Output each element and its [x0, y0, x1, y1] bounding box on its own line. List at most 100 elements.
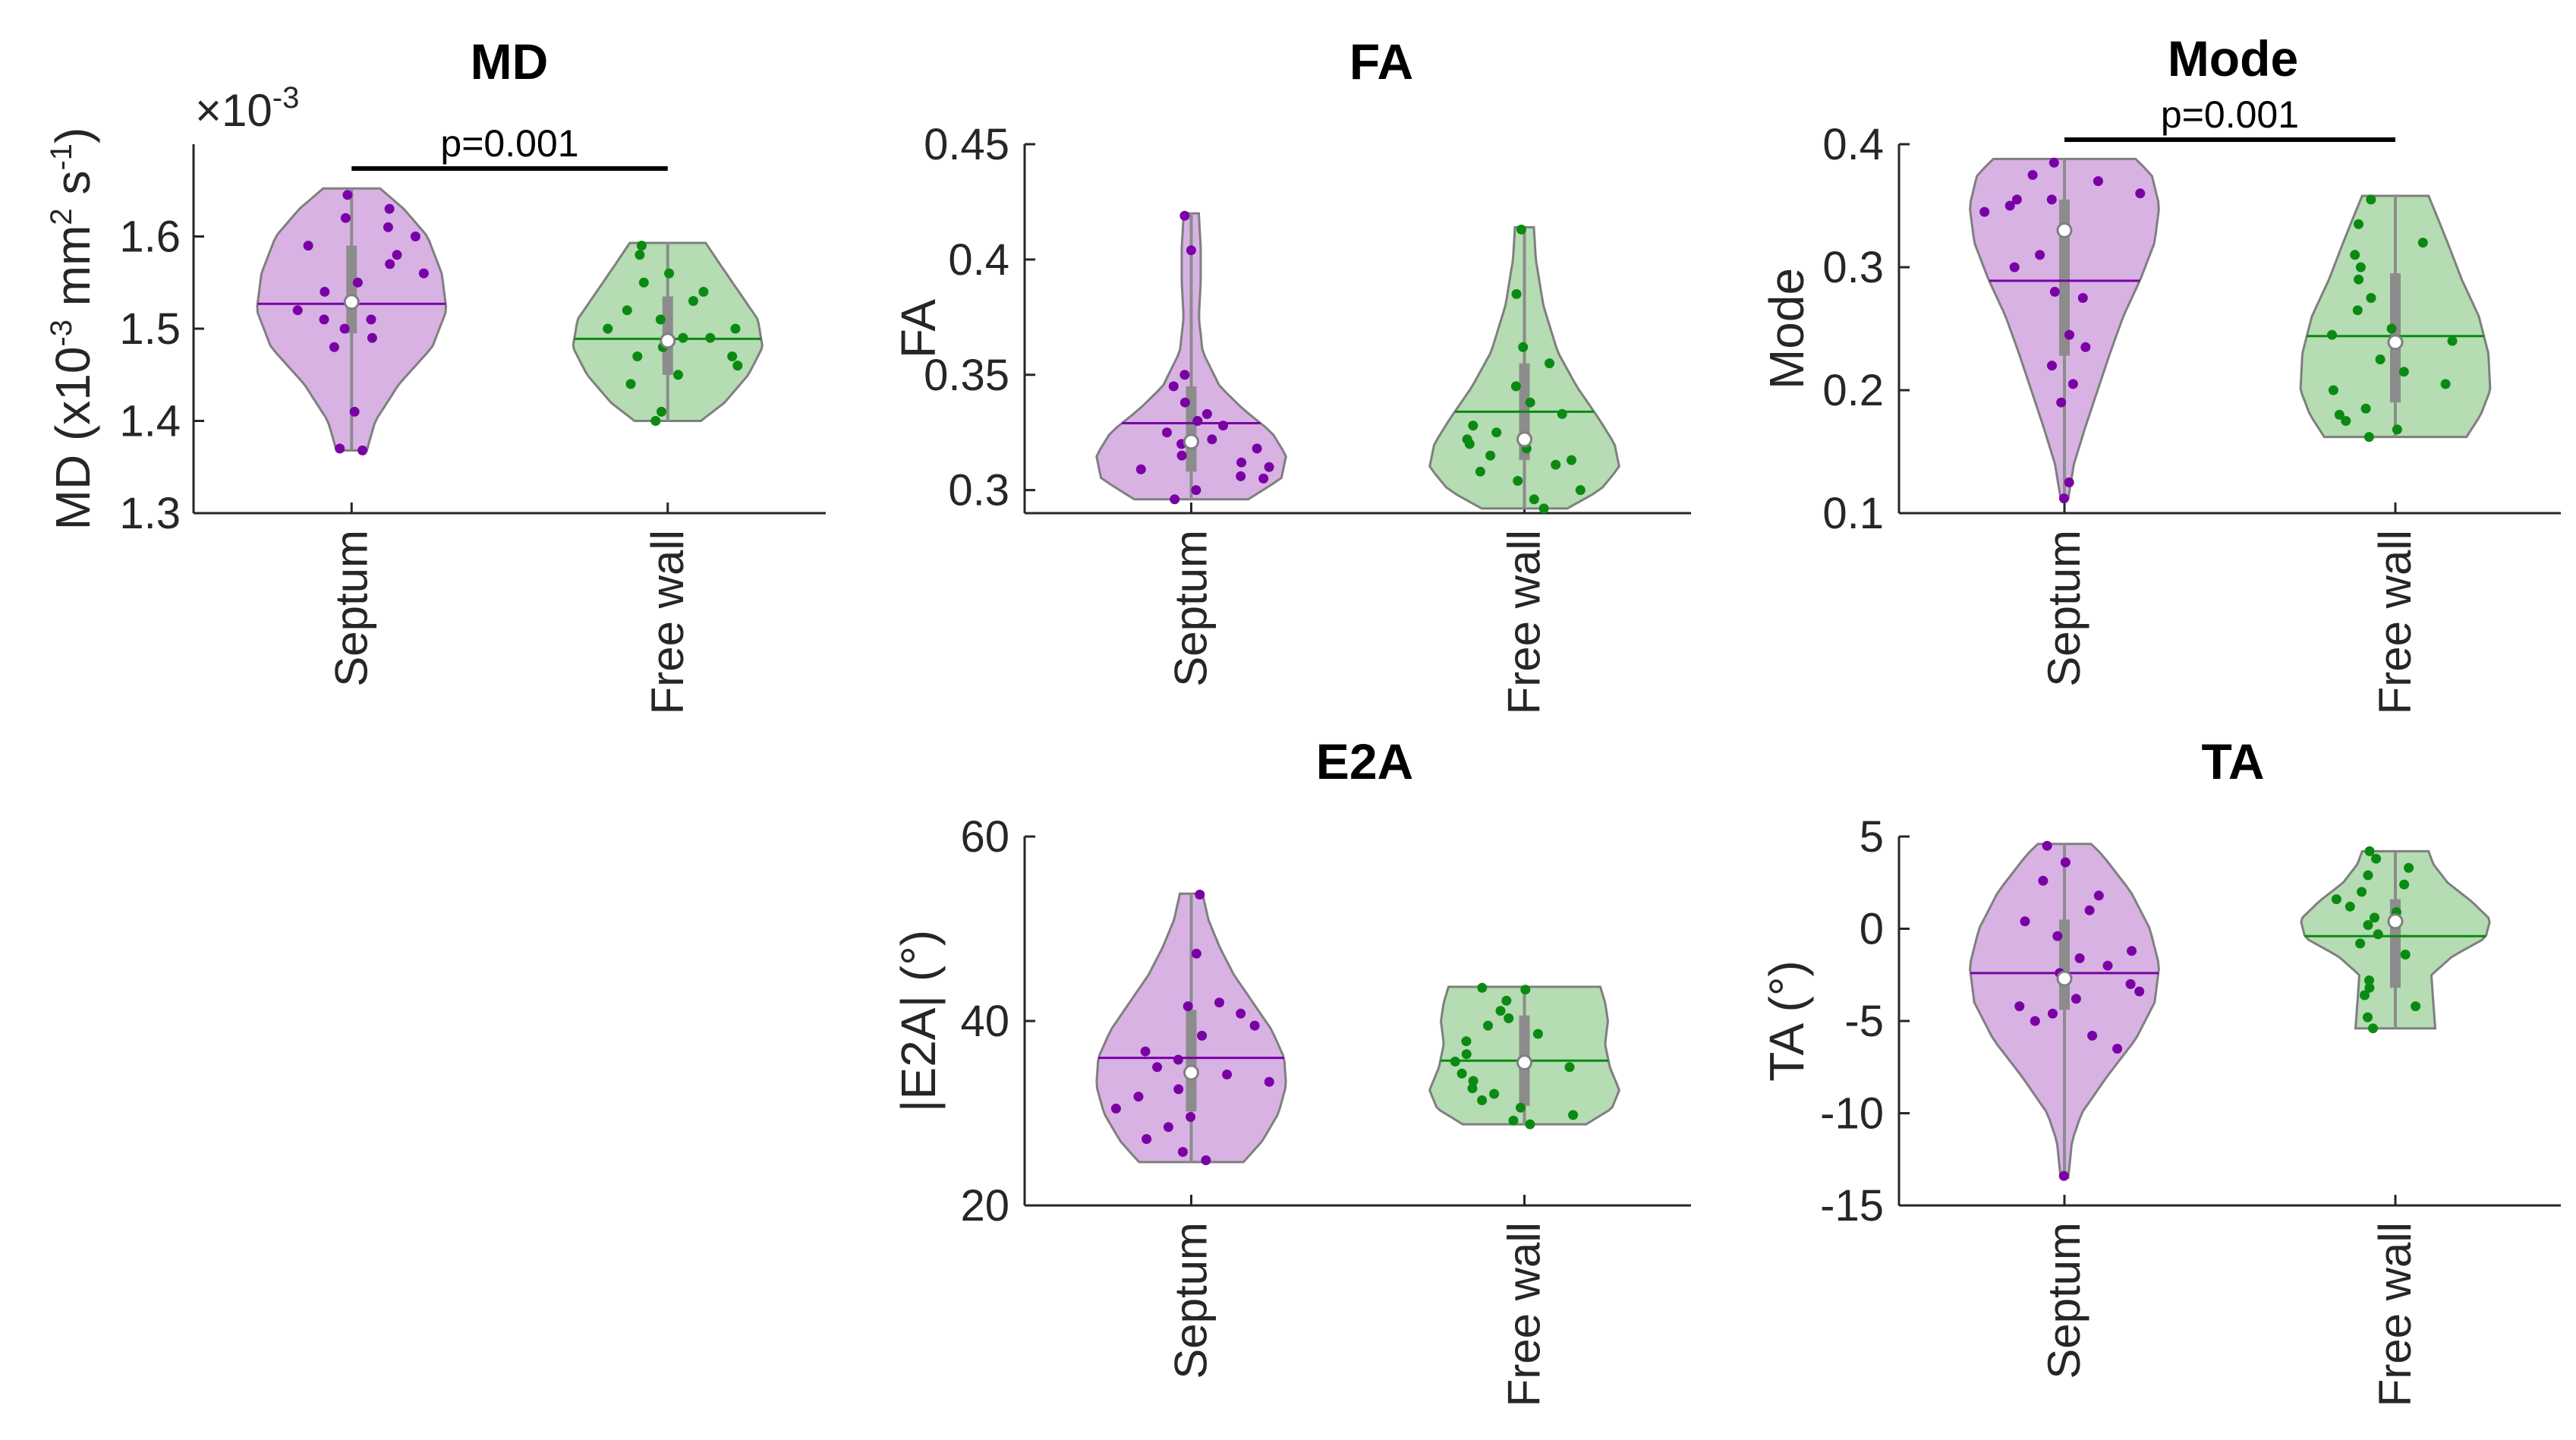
data-point: [2046, 194, 2057, 205]
y-tick-label: -10: [1820, 1089, 1884, 1139]
data-point: [1186, 245, 1196, 256]
data-point: [1236, 1008, 1246, 1019]
data-point: [1495, 1006, 1506, 1016]
data-point: [383, 222, 393, 232]
data-point: [2404, 862, 2414, 873]
y-tick-label: 5: [1860, 812, 1884, 862]
data-point: [1236, 471, 1246, 481]
data-point: [650, 416, 661, 426]
y-tick-label: 1.4: [119, 397, 181, 446]
violin-median-marker: [1183, 1064, 1199, 1081]
x-category-label: Septum: [326, 530, 376, 687]
data-point: [410, 232, 420, 241]
data-point: [1491, 427, 1502, 438]
data-point: [2400, 950, 2411, 959]
data-point: [2060, 857, 2071, 868]
data-point: [2370, 912, 2379, 923]
data-point: [2373, 929, 2383, 940]
data-point: [1456, 1068, 1467, 1079]
data-point: [2398, 367, 2409, 377]
data-point: [673, 370, 683, 380]
data-point: [2354, 219, 2363, 229]
data-point: [2102, 960, 2113, 971]
data-point: [1525, 1119, 1535, 1130]
data-point: [2364, 846, 2375, 856]
x-category-label: Septum: [2039, 1222, 2089, 1379]
panel-title: FA: [1349, 33, 1413, 90]
x-category-label: Septum: [1166, 530, 1217, 687]
data-point: [2030, 1016, 2040, 1026]
data-point: [635, 250, 645, 260]
data-point: [2327, 329, 2337, 340]
y-axis-label: |E2A| (°): [891, 930, 946, 1112]
x-category-label: Free wall: [2370, 1222, 2420, 1407]
violin-septum: [1095, 210, 1287, 505]
data-point: [2447, 336, 2458, 346]
data-point: [1461, 1036, 1472, 1047]
y-axis-label: FA: [891, 299, 946, 359]
violin-free-wall: [1428, 982, 1621, 1130]
data-point: [2417, 238, 2428, 248]
x-category-label: Free wall: [642, 530, 693, 714]
data-point: [1162, 427, 1172, 438]
violin-septum: [1969, 157, 2160, 504]
data-point: [1258, 473, 1269, 484]
panel-title: E2A: [1316, 733, 1413, 789]
data-point: [1467, 1083, 1478, 1094]
data-point: [1564, 1062, 1575, 1073]
x-category-label: Free wall: [2370, 530, 2420, 714]
panel-mode: Mode 0.1 0.2 0.3 0.4 Mode Septum Free wall p=0.0…: [1759, 30, 2561, 714]
violin-septum: [256, 187, 448, 455]
data-point: [2134, 986, 2145, 997]
violin-median-marker: [2056, 222, 2073, 238]
data-point: [342, 190, 353, 200]
data-point: [2014, 1001, 2025, 1012]
panel-md: MD 1.3 1.4 1.5 1.6 MD (x10-3 mm2 s-1) ×10-3 Sep…: [45, 33, 826, 714]
data-point: [2071, 994, 2081, 1004]
data-point: [2093, 176, 2103, 187]
data-point: [2042, 840, 2052, 851]
data-point: [2059, 493, 2069, 504]
data-point: [2363, 920, 2373, 931]
data-point: [2364, 982, 2375, 993]
data-point: [2328, 385, 2338, 395]
data-point: [2047, 361, 2057, 371]
data-point: [2048, 1008, 2058, 1019]
data-point: [2011, 194, 2022, 205]
data-point: [2038, 875, 2049, 886]
data-point: [2077, 293, 2088, 303]
data-point: [2093, 890, 2104, 901]
data-point: [1173, 1084, 1184, 1095]
data-point: [1520, 985, 1531, 995]
data-point: [1567, 455, 1576, 465]
violin-median-marker: [2387, 913, 2404, 930]
data-point: [1545, 358, 1554, 369]
violin-septum: [1969, 840, 2160, 1181]
data-point: [2004, 200, 2015, 211]
data-point: [1468, 1076, 1479, 1086]
data-point: [2375, 354, 2385, 364]
y-tick-label: 40: [960, 997, 1009, 1046]
data-point: [688, 296, 698, 306]
data-point: [1110, 1103, 1121, 1114]
data-point: [2399, 879, 2410, 890]
data-point: [2341, 416, 2351, 426]
data-point: [603, 323, 613, 334]
data-point: [385, 259, 395, 269]
data-point: [1183, 1001, 1193, 1012]
axis-exponent: ×10-3: [195, 81, 299, 136]
data-point: [1510, 381, 1521, 392]
violin-free-wall: [1428, 224, 1620, 514]
y-tick-label: 1.5: [119, 304, 181, 354]
y-tick-label: 20: [960, 1181, 1009, 1230]
data-point: [1532, 1029, 1543, 1039]
data-point: [1192, 416, 1203, 426]
data-point: [392, 250, 402, 260]
panel-ta: TA -15 -10 -5 0 5 TA (°) Septum Free wall: [1759, 733, 2561, 1407]
significance-label: p=0.001: [440, 122, 578, 165]
y-tick-label: 1.6: [119, 213, 181, 262]
y-tick-label: 0.3: [1822, 243, 1884, 292]
data-point: [1504, 1013, 1514, 1023]
data-point: [2345, 901, 2355, 912]
data-point: [2331, 894, 2341, 905]
